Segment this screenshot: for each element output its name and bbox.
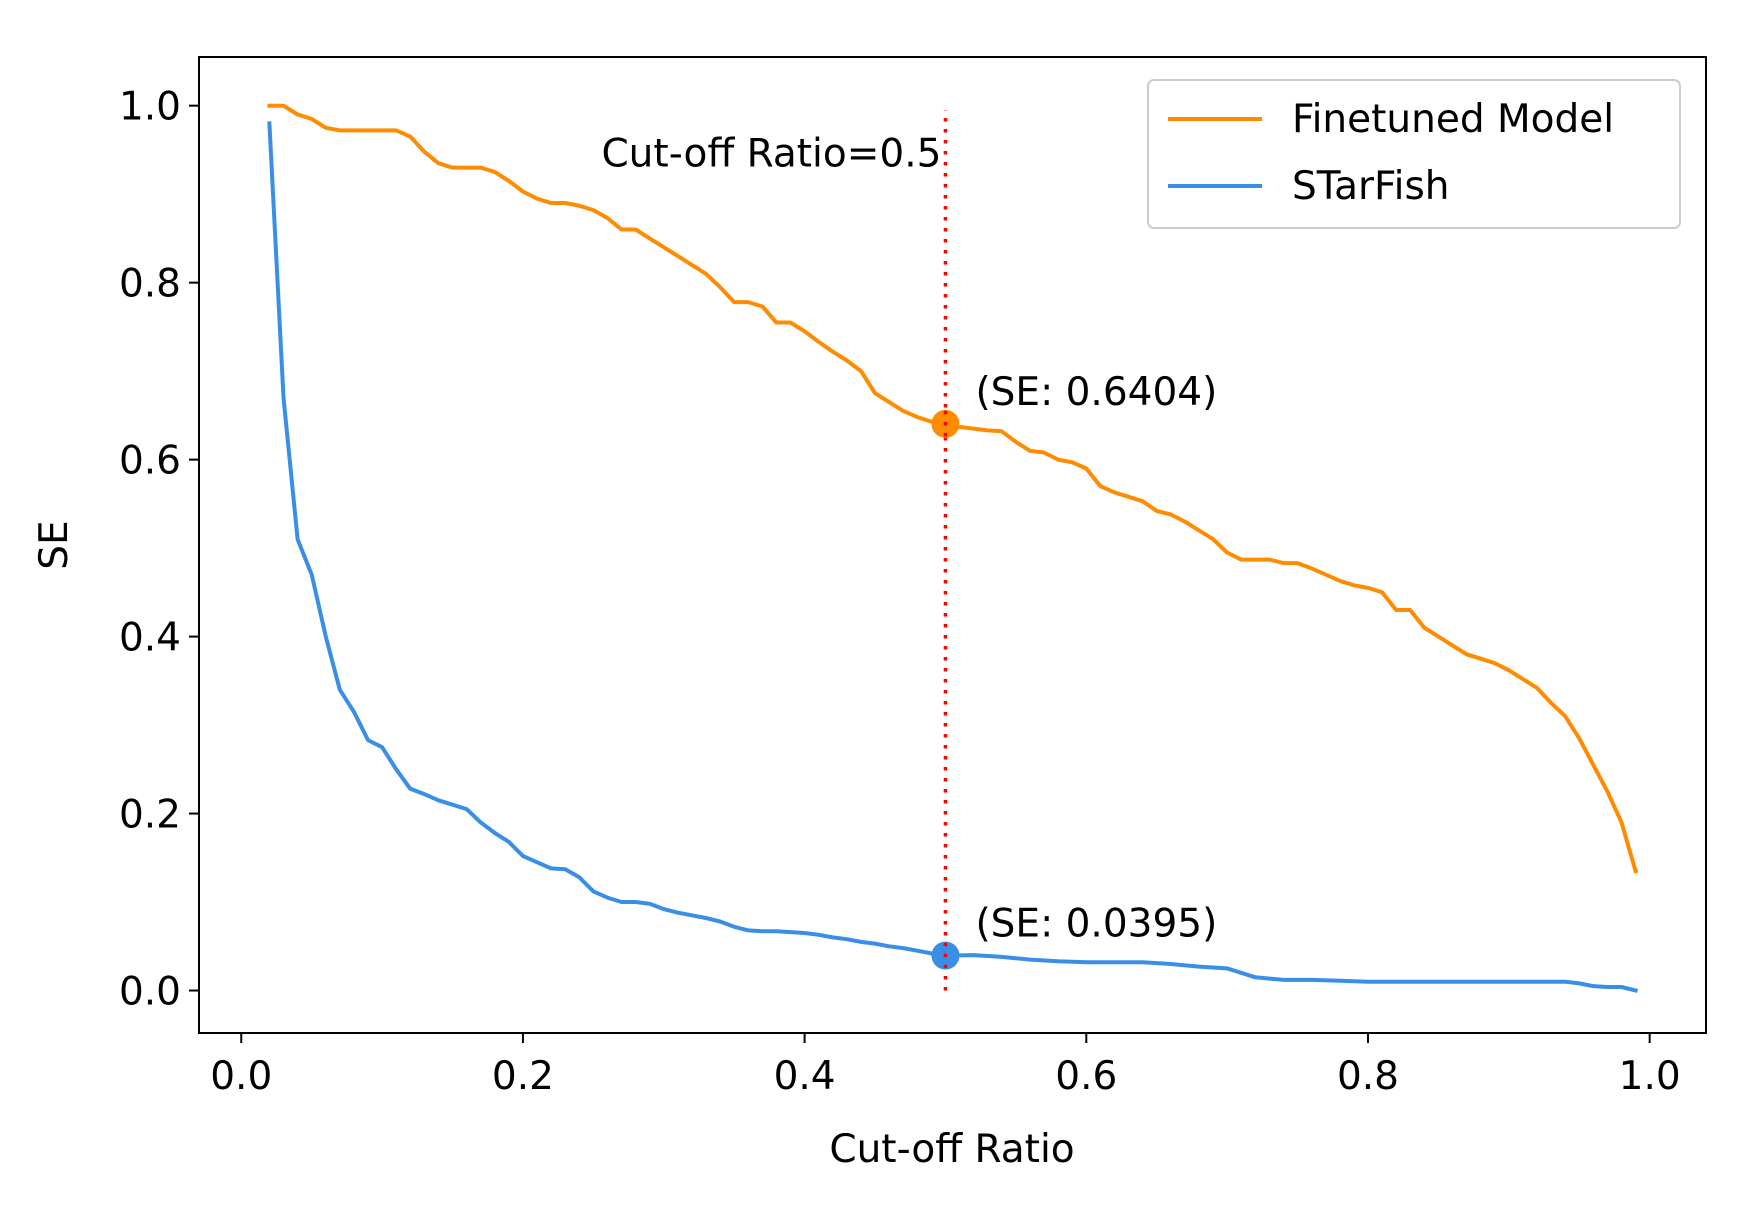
x-tick-label: 1.0 <box>1619 1054 1681 1099</box>
highlight-point-label: (SE: 0.6404) <box>975 370 1217 415</box>
reference-line-label: Cut-off Ratio=0.5 <box>601 132 941 177</box>
legend-label-finetuned-model: Finetuned Model <box>1292 97 1614 142</box>
y-tick-label: 0.8 <box>119 262 181 307</box>
x-axis-label: Cut-off Ratio <box>829 1127 1074 1172</box>
y-tick-label: 0.4 <box>119 616 181 661</box>
x-tick-label: 0.4 <box>774 1054 836 1099</box>
y-tick-label: 0.6 <box>119 439 181 484</box>
plot-area-frame <box>198 56 1707 1034</box>
series-line-starfish <box>267 121 1639 993</box>
y-tick-label: 1.0 <box>119 85 181 130</box>
x-axis-ticks: 0.0 0.2 0.4 0.6 0.8 1.0 <box>210 1033 1681 1099</box>
x-tick-label: 0.8 <box>1337 1054 1399 1099</box>
x-tick-label: 0.0 <box>210 1054 272 1099</box>
x-tick-label: 0.2 <box>492 1054 554 1099</box>
y-axis-ticks: 0.0 0.2 0.4 0.6 0.8 1.0 <box>119 85 199 1015</box>
highlight-layer: (SE: 0.6404) (SE: 0.0395) <box>931 370 1217 970</box>
legend-label-starfish: STarFish <box>1292 164 1450 209</box>
legend-box <box>1147 79 1681 229</box>
y-tick-label: 0.2 <box>119 793 181 838</box>
legend: Finetuned Model STarFish <box>1147 79 1681 229</box>
highlight-point-label: (SE: 0.0395) <box>975 902 1217 947</box>
y-axis-label: SE <box>32 520 77 569</box>
y-tick-label: 0.0 <box>119 970 181 1015</box>
x-tick-label: 0.6 <box>1055 1054 1117 1099</box>
